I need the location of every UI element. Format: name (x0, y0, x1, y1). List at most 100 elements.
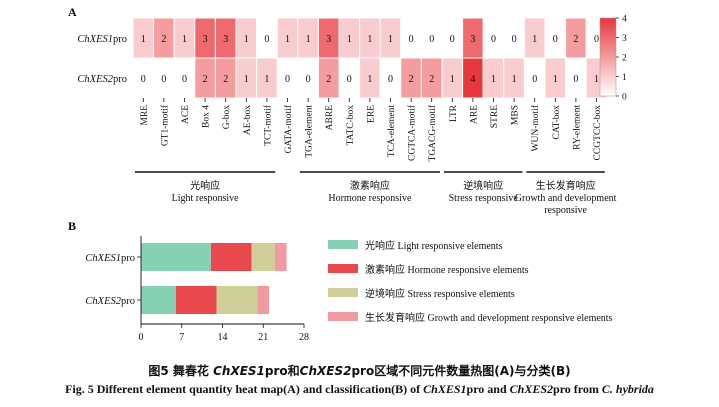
cell-value: 0 (347, 74, 352, 85)
bar-segment (251, 243, 275, 271)
legend-swatch (328, 240, 358, 249)
column-label: GT1-motif (159, 104, 170, 146)
caption-en-gene2: ChXES2 (509, 382, 554, 396)
cell-value: 1 (512, 74, 517, 85)
cell-value: 1 (367, 34, 372, 45)
column-label: G-box (222, 105, 232, 130)
cell-value: 1 (388, 34, 393, 45)
cell-value: 3 (326, 34, 331, 45)
colorbar-bar (599, 17, 617, 97)
group-label-cn: 逆境响应 (463, 179, 503, 192)
cell-value: 1 (553, 74, 558, 85)
cell-value: 1 (264, 74, 269, 85)
cell-value: 2 (203, 74, 208, 85)
legend-swatch (328, 312, 358, 321)
colorbar-tick-label: 4 (622, 15, 627, 25)
column-label: WUN-motif (530, 104, 541, 151)
panel-b-label: B (68, 219, 76, 233)
row-label: ChXES1pro (77, 34, 127, 45)
cell-value: 0 (409, 34, 414, 45)
cell-value: 0 (264, 34, 269, 45)
cell-value: 0 (429, 34, 434, 45)
bar-segment (141, 286, 176, 314)
caption-chinese: 图5 舞春花 ChXES1pro和ChXES2pro区域不同元件数量热图(A)与… (0, 362, 719, 379)
cell-value: 0 (532, 74, 537, 85)
column-label: TCA-element (387, 105, 397, 158)
cell-value: 3 (223, 34, 228, 45)
cell-value: 1 (244, 34, 249, 45)
row-gene-name: ChXES1 (77, 34, 113, 45)
cell-value: 1 (141, 34, 146, 45)
cell-value: 3 (470, 34, 475, 45)
legend-label: 激素响应 Hormone responsive elements (365, 263, 529, 276)
caption-en-part: pro from (553, 382, 602, 396)
column-label: TGA-element (305, 105, 315, 158)
column-label: CGTCA-motif (407, 104, 418, 161)
group-label-cn: 生长发育响应 (536, 179, 596, 192)
bar-suffix: pro (121, 253, 135, 264)
x-tick-label: 7 (179, 332, 184, 343)
colorbar: 4 3 2 1 0 (599, 15, 627, 103)
column-label: AE-box (243, 105, 253, 135)
cell-value: 1 (450, 74, 455, 85)
column-label: TCT-motif (262, 104, 273, 146)
bar-segment (274, 243, 287, 271)
caption-en-gene1: ChXES1 (423, 382, 467, 396)
cell-value: 1 (306, 34, 311, 45)
group-label-cn: 光响应 (190, 179, 220, 192)
bar-gene-name: ChXES1 (85, 253, 121, 264)
cell-value: 0 (161, 74, 166, 85)
caption-cn-gene2: ChXES2 (299, 364, 352, 378)
legend-label: 生长发育响应 Growth and development responsive… (365, 311, 613, 324)
column-label: TATC-box (346, 105, 356, 146)
bar-segment (175, 286, 217, 314)
x-tick-label: 0 (139, 332, 144, 343)
caption-cn-gene1: ChXES1 (213, 364, 265, 378)
cell-value: 2 (429, 74, 434, 85)
bar-segment (141, 243, 211, 271)
row-label: ChXES2pro (77, 74, 127, 85)
column-label: CCGTCC-box (593, 105, 603, 161)
cell-value: 0 (512, 34, 517, 45)
x-tick-label: 28 (299, 332, 309, 343)
legend-label: 光响应 Light responsive elements (365, 239, 503, 252)
column-label: ARE (469, 105, 479, 124)
legend: 光响应 Light responsive elements 激素响应 Hormon… (328, 239, 613, 324)
cell-value: 1 (285, 34, 290, 45)
column-label: ERE (366, 105, 376, 123)
cell-value: 1 (367, 74, 372, 85)
cell-value: 2 (161, 34, 166, 45)
column-label: ACE (181, 105, 191, 124)
colorbar-tick-label: 1 (622, 73, 627, 83)
panel-a-label: A (68, 5, 77, 19)
cell-value: 0 (141, 74, 146, 85)
row-suffix: pro (113, 74, 127, 85)
colorbar-tick-label: 2 (622, 54, 627, 64)
group-label-en: responsive (544, 205, 587, 216)
column-label: LTR (449, 104, 459, 122)
row-suffix: pro (113, 34, 127, 45)
cell-value: 2 (573, 34, 578, 45)
column-label: MRE (140, 105, 150, 126)
cell-value: 2 (409, 74, 414, 85)
cell-value: 0 (491, 34, 496, 45)
cell-value: 1 (244, 74, 249, 85)
bar-segment (257, 286, 270, 314)
column-label: MBS (511, 105, 521, 125)
cell-value: 4 (470, 74, 475, 85)
group-label-en: Hormone responsive (328, 193, 412, 204)
bar-category-label: ChXES1pro (85, 253, 135, 264)
caption-cn-part: 图5 舞春花 (148, 364, 214, 378)
cell-value: 2 (326, 74, 331, 85)
column-label: TGACG-motif (427, 104, 438, 161)
cell-value: 0 (573, 74, 578, 85)
column-label: GATA-motif (283, 104, 294, 153)
column-label: CAT-box (552, 105, 562, 140)
cell-value: 1 (347, 34, 352, 45)
bar-gene-name: ChXES2 (85, 296, 121, 307)
column-label: RY-element (572, 105, 582, 150)
bar-segment (210, 243, 252, 271)
